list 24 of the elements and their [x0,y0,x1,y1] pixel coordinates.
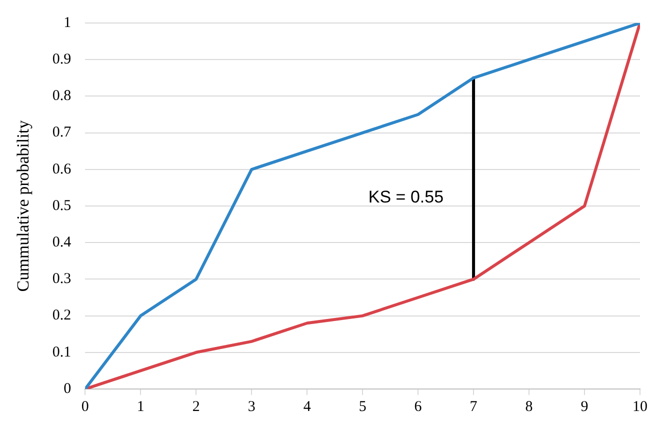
x-tick-label: 3 [248,398,256,415]
x-tick-label: 5 [358,398,366,415]
x-tick-label: 1 [136,398,144,415]
x-tick-label: 9 [580,398,588,415]
x-tick-label: 2 [192,398,200,415]
y-tick-label: 0.6 [52,161,72,178]
x-tick-label: 7 [470,398,478,415]
x-tick-label: 10 [632,398,648,415]
y-tick-label: 0 [64,380,72,397]
y-tick-label: 0.9 [52,52,72,68]
annotation: KS = 0.55 [368,187,444,206]
y-tick-label: 0.2 [52,308,72,324]
y-tick-label: 0.7 [52,124,72,141]
x-tick-label: 4 [303,398,312,415]
x-tick-label: 0 [81,398,89,415]
y-tick-label: 0.3 [52,271,72,288]
y-axis-title: Cummulative probability [14,120,33,292]
y-tick-label: 0.5 [52,198,72,214]
y-tick-label: 0.4 [52,234,72,251]
x-tick-label: 8 [525,398,533,415]
y-tick-label: 0.1 [52,344,72,360]
x-tick-label: 6 [414,398,422,415]
y-tick-label: 0.8 [52,88,72,104]
y-tick-label: 1 [64,14,72,31]
